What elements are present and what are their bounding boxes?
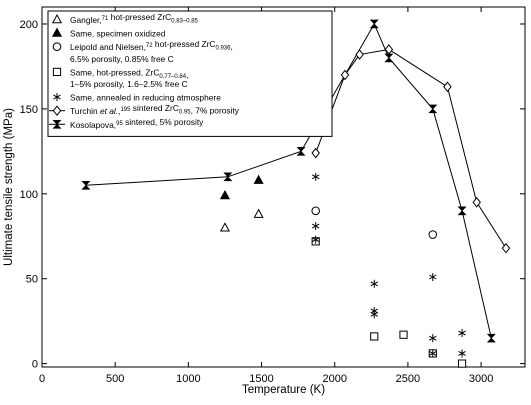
data-point-s2 <box>253 174 264 184</box>
data-point-s4 <box>457 359 467 368</box>
data-point-s2 <box>219 189 230 200</box>
x-tick-label: 2500 <box>396 373 420 385</box>
data-point-s7 <box>384 53 394 63</box>
x-tick-label: 1000 <box>176 373 200 385</box>
legend-marker-s4 <box>52 67 62 77</box>
legend-entry-s1: Gangler,71 hot-pressed ZrC0.83–0.85 <box>51 12 199 25</box>
legend-marker-s6 <box>52 105 62 117</box>
legend-entry-s4: Same, hot-pressed, ZrC0.77–0.84,1–5% por… <box>52 67 188 89</box>
x-tick-label: 500 <box>106 373 124 385</box>
legend-box <box>47 10 333 137</box>
data-point-s5 <box>458 329 466 338</box>
x-tick-label: 3000 <box>469 373 493 385</box>
data-point-s1 <box>219 222 230 232</box>
data-point-s3 <box>428 230 438 239</box>
legend-marker-s5 <box>53 93 61 102</box>
data-point-s6 <box>443 81 452 93</box>
legend-label: Turchin et al.,195 sintered ZrC0.95, 7% … <box>70 103 240 116</box>
data-point-s5 <box>429 273 437 281</box>
data-point-s5 <box>458 349 466 358</box>
data-point-s6 <box>472 196 481 208</box>
x-axis-title: Temperature (K) <box>242 384 325 396</box>
legend-label: Gangler,71 hot-pressed ZrC0.83–0.85 <box>70 12 199 25</box>
x-tick-label: 0 <box>39 373 45 385</box>
legend-entry-s3: Leipold and Nielsen,72 hot-pressed ZrC0.… <box>52 39 233 64</box>
data-point-s5 <box>370 310 378 319</box>
legend-entry-s5: Same, annealed in reducing atmosphere <box>53 93 221 103</box>
x-tick-label: 2000 <box>322 373 346 385</box>
legend-marker-s2 <box>51 27 63 37</box>
legend-label: Same, specimen oxidized <box>70 29 166 39</box>
data-point-s7 <box>369 19 379 29</box>
data-point-s7 <box>486 333 496 343</box>
data-point-s5 <box>311 222 320 231</box>
series-line-s7 <box>85 22 492 339</box>
y-tick-label: 200 <box>20 19 38 31</box>
legend-label: Same, annealed in reducing atmosphere <box>70 93 221 103</box>
y-tick-label: 150 <box>20 104 38 116</box>
data-point-s5 <box>429 349 437 358</box>
data-point-s7 <box>81 181 91 190</box>
legend-label: Same, hot-pressed, ZrC0.77–0.84, <box>70 67 188 80</box>
legend-label: 1–5% porosity, 1.6–2.5% free C <box>70 79 188 89</box>
data-point-s7 <box>296 147 306 156</box>
y-tick-label: 0 <box>32 359 38 371</box>
data-point-s5 <box>370 279 378 288</box>
data-point-s5 <box>311 235 320 244</box>
data-point-s4 <box>399 330 408 339</box>
data-point-s6 <box>340 69 350 81</box>
legend-entry-s2: Same, specimen oxidized <box>51 27 166 39</box>
y-axis-title: Ultimate tensile strength (MPa) <box>3 108 15 266</box>
data-point-s6 <box>311 147 320 159</box>
data-point-s6 <box>501 242 511 254</box>
legend-marker-s3 <box>52 42 62 52</box>
data-point-s5 <box>311 172 320 181</box>
legend-marker-s1 <box>51 13 63 24</box>
legend-entry-s6: Turchin et al.,195 sintered ZrC0.95, 7% … <box>49 103 240 116</box>
data-point-s7 <box>223 172 233 182</box>
plot-frame <box>41 6 526 368</box>
data-point-s7 <box>428 104 438 114</box>
data-point-s1 <box>253 208 264 218</box>
y-tick-label: 50 <box>26 274 38 286</box>
legend-entry-s7: Kosolapova,95 sintered, 5% porosity <box>49 117 204 130</box>
legend-label: Leipold and Nielsen,72 hot-pressed ZrC0.… <box>70 39 233 52</box>
x-tick-label: 1500 <box>249 373 273 385</box>
data-point-s3 <box>311 206 321 216</box>
y-tick-label: 100 <box>20 189 38 201</box>
data-point-s7 <box>457 206 467 216</box>
data-point-s5 <box>429 334 437 343</box>
data-point-s4 <box>370 332 379 341</box>
data-point-s6 <box>355 49 364 60</box>
legend-label: Kosolapova,95 sintered, 5% porosity <box>70 117 204 130</box>
legend-marker-s7 <box>52 120 62 129</box>
legend-label: 6.5% porosity, 0.85% free C <box>70 54 174 64</box>
